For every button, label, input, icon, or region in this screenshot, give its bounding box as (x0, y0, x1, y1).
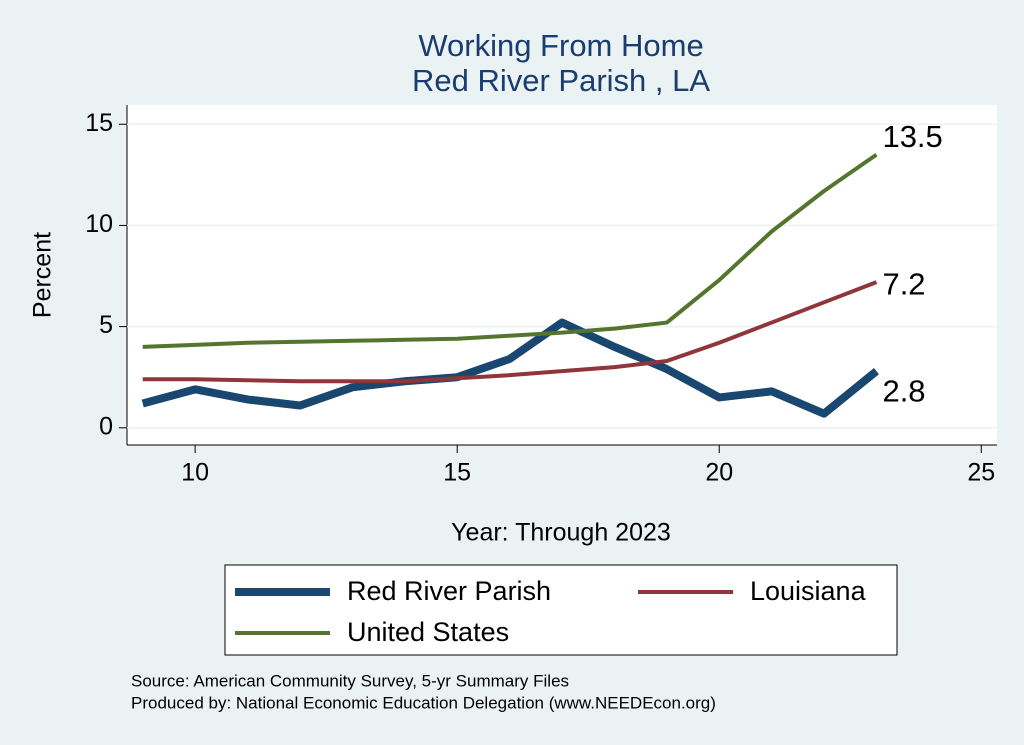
source-note: Source: American Community Survey, 5-yr … (131, 671, 569, 690)
end-label: 2.8 (882, 373, 925, 408)
x-tick-label: 15 (443, 459, 471, 487)
x-tick-label: 10 (181, 459, 209, 487)
legend-box (224, 564, 898, 656)
x-tick-label: 25 (967, 459, 995, 487)
y-tick-label: 0 (99, 412, 113, 440)
x-axis-label: Year: Through 2023 (451, 519, 671, 547)
end-label: 7.2 (882, 266, 925, 301)
y-axis-label: Percent (29, 232, 57, 318)
legend-label: Red River Parish (347, 576, 551, 606)
end-label: 13.5 (882, 119, 942, 154)
chart-subtitle: Red River Parish , LA (412, 63, 710, 98)
y-tick-label: 15 (85, 109, 113, 137)
plot-area (127, 105, 997, 445)
chart-title: Working From Home (418, 28, 703, 63)
y-tick-label: 10 (85, 210, 113, 238)
legend-label: United States (347, 617, 509, 647)
y-tick-label: 5 (99, 311, 113, 339)
series-line (141, 318, 879, 418)
series-line (142, 280, 878, 384)
legend-label: Louisiana (750, 576, 867, 606)
series-line (142, 152, 878, 349)
x-tick-label: 20 (705, 459, 733, 487)
source-note: Produced by: National Economic Education… (131, 693, 716, 712)
